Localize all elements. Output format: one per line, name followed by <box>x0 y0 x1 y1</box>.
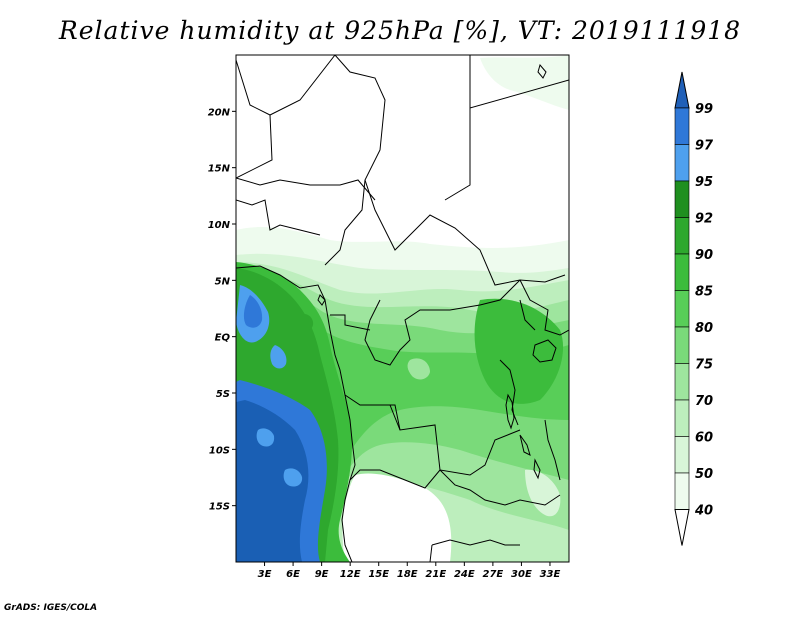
colorbar-level-label: 85 <box>695 285 713 300</box>
lat-tick-label: 10N <box>208 220 231 231</box>
lon-tick-label: 9E <box>315 569 329 580</box>
lon-tick-label: 3E <box>258 569 272 580</box>
lat-tick-label: 20N <box>208 107 231 118</box>
lon-tick-label: 24E <box>454 569 475 580</box>
lat-tick-label: 5S <box>216 389 230 400</box>
colorbar-level-label: 50 <box>695 467 713 482</box>
lat-tick-label: 15N <box>208 164 231 175</box>
colorbar-segment <box>674 472 690 510</box>
colorbar-level-label: 95 <box>695 175 713 190</box>
colorbar-bottom-cap <box>674 509 690 546</box>
latitude-ticks: 20N 15N 10N 5N EQ 5S 10S 15S <box>208 107 236 513</box>
lat-tick-label: 5N <box>215 276 231 287</box>
humidity-field <box>236 55 569 562</box>
lon-tick-label: 30E <box>511 569 532 580</box>
lon-tick-label: 33E <box>540 569 561 580</box>
colorbar: 99 97 95 92 90 85 80 75 70 60 50 40 <box>674 71 714 546</box>
lon-tick-label: 12E <box>340 569 361 580</box>
map-title: Relative humidity at 925hPa [%], VT: 201… <box>58 16 742 45</box>
colorbar-segment <box>674 436 690 474</box>
colorbar-level-label: 70 <box>695 394 713 409</box>
lon-tick-label: 6E <box>286 569 300 580</box>
country-borders <box>236 55 569 562</box>
lon-tick-label: 21E <box>425 569 446 580</box>
colorbar-segment <box>674 217 690 255</box>
colorbar-level-label: 90 <box>695 248 713 263</box>
colorbar-level-label: 40 <box>694 504 713 519</box>
footer-credit: GrADS: IGES/COLA <box>4 603 98 613</box>
colorbar-level-label: 92 <box>695 212 713 227</box>
lat-tick-label: 15S <box>209 502 230 513</box>
colorbar-level-label: 97 <box>695 139 714 154</box>
colorbar-level-label: 80 <box>695 321 713 336</box>
lon-tick-label: 15E <box>368 569 389 580</box>
colorbar-segment <box>674 253 690 291</box>
colorbar-level-label: 75 <box>695 358 713 373</box>
lon-tick-label: 27E <box>483 569 504 580</box>
lon-tick-label: 18E <box>397 569 418 580</box>
colorbar-segment <box>674 326 690 364</box>
colorbar-segment <box>674 144 690 182</box>
colorbar-segment <box>674 290 690 328</box>
colorbar-segment <box>674 399 690 437</box>
colorbar-level-label: 60 <box>695 431 713 446</box>
lat-tick-label: 10S <box>209 445 230 456</box>
colorbar-top-cap <box>674 71 690 109</box>
colorbar-segment <box>674 180 690 218</box>
colorbar-segment <box>674 363 690 401</box>
map-frame <box>235 54 570 563</box>
colorbar-segment <box>674 107 690 145</box>
colorbar-level-label: 99 <box>695 102 713 117</box>
lat-tick-label: EQ <box>215 333 231 344</box>
longitude-ticks: 3E 6E 9E 12E 15E 18E 21E 24E 27E 30E 33E <box>258 562 561 580</box>
